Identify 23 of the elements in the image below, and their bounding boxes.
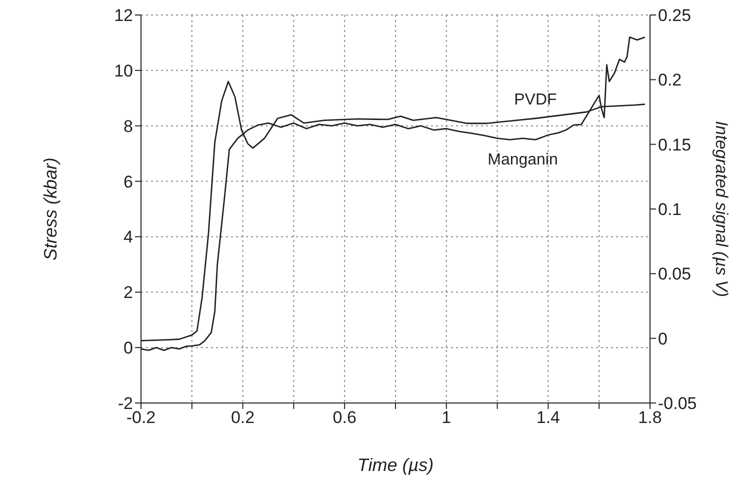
y-tick-label: 0 <box>124 338 133 358</box>
y2-tick-label: 0.2 <box>658 70 682 90</box>
y2-tick-label: 0 <box>658 329 668 348</box>
x-tick-label: 1 <box>442 408 452 428</box>
y2-axis-title: Integrated signal (µs V) <box>712 120 731 298</box>
y2-tick-label: 0.25 <box>658 6 692 26</box>
y2-tick-label: 0.15 <box>658 135 692 154</box>
y-tick-label: 10 <box>114 61 133 80</box>
y2-tick-label: 0.1 <box>658 200 682 220</box>
x-tick-label: 1.8 <box>638 408 662 428</box>
y-tick-label: 12 <box>114 6 133 26</box>
series-label: Manganin <box>488 151 558 168</box>
y-tick-label: 4 <box>124 228 133 247</box>
x-tick-label: 1.4 <box>536 408 560 428</box>
y-axis-title: Stress (kbar) <box>40 157 60 261</box>
x-tick-label: 0.2 <box>230 408 255 428</box>
x-tick-label: 0.6 <box>332 408 356 428</box>
series-label: PVDF <box>514 91 558 108</box>
x-axis-title: Time (µs) <box>357 455 434 475</box>
y-tick-label: 6 <box>124 172 133 192</box>
y2-tick-label: 0.05 <box>658 264 692 284</box>
y-tick-label: 8 <box>124 116 133 136</box>
y-tick-label: 2 <box>124 283 133 302</box>
